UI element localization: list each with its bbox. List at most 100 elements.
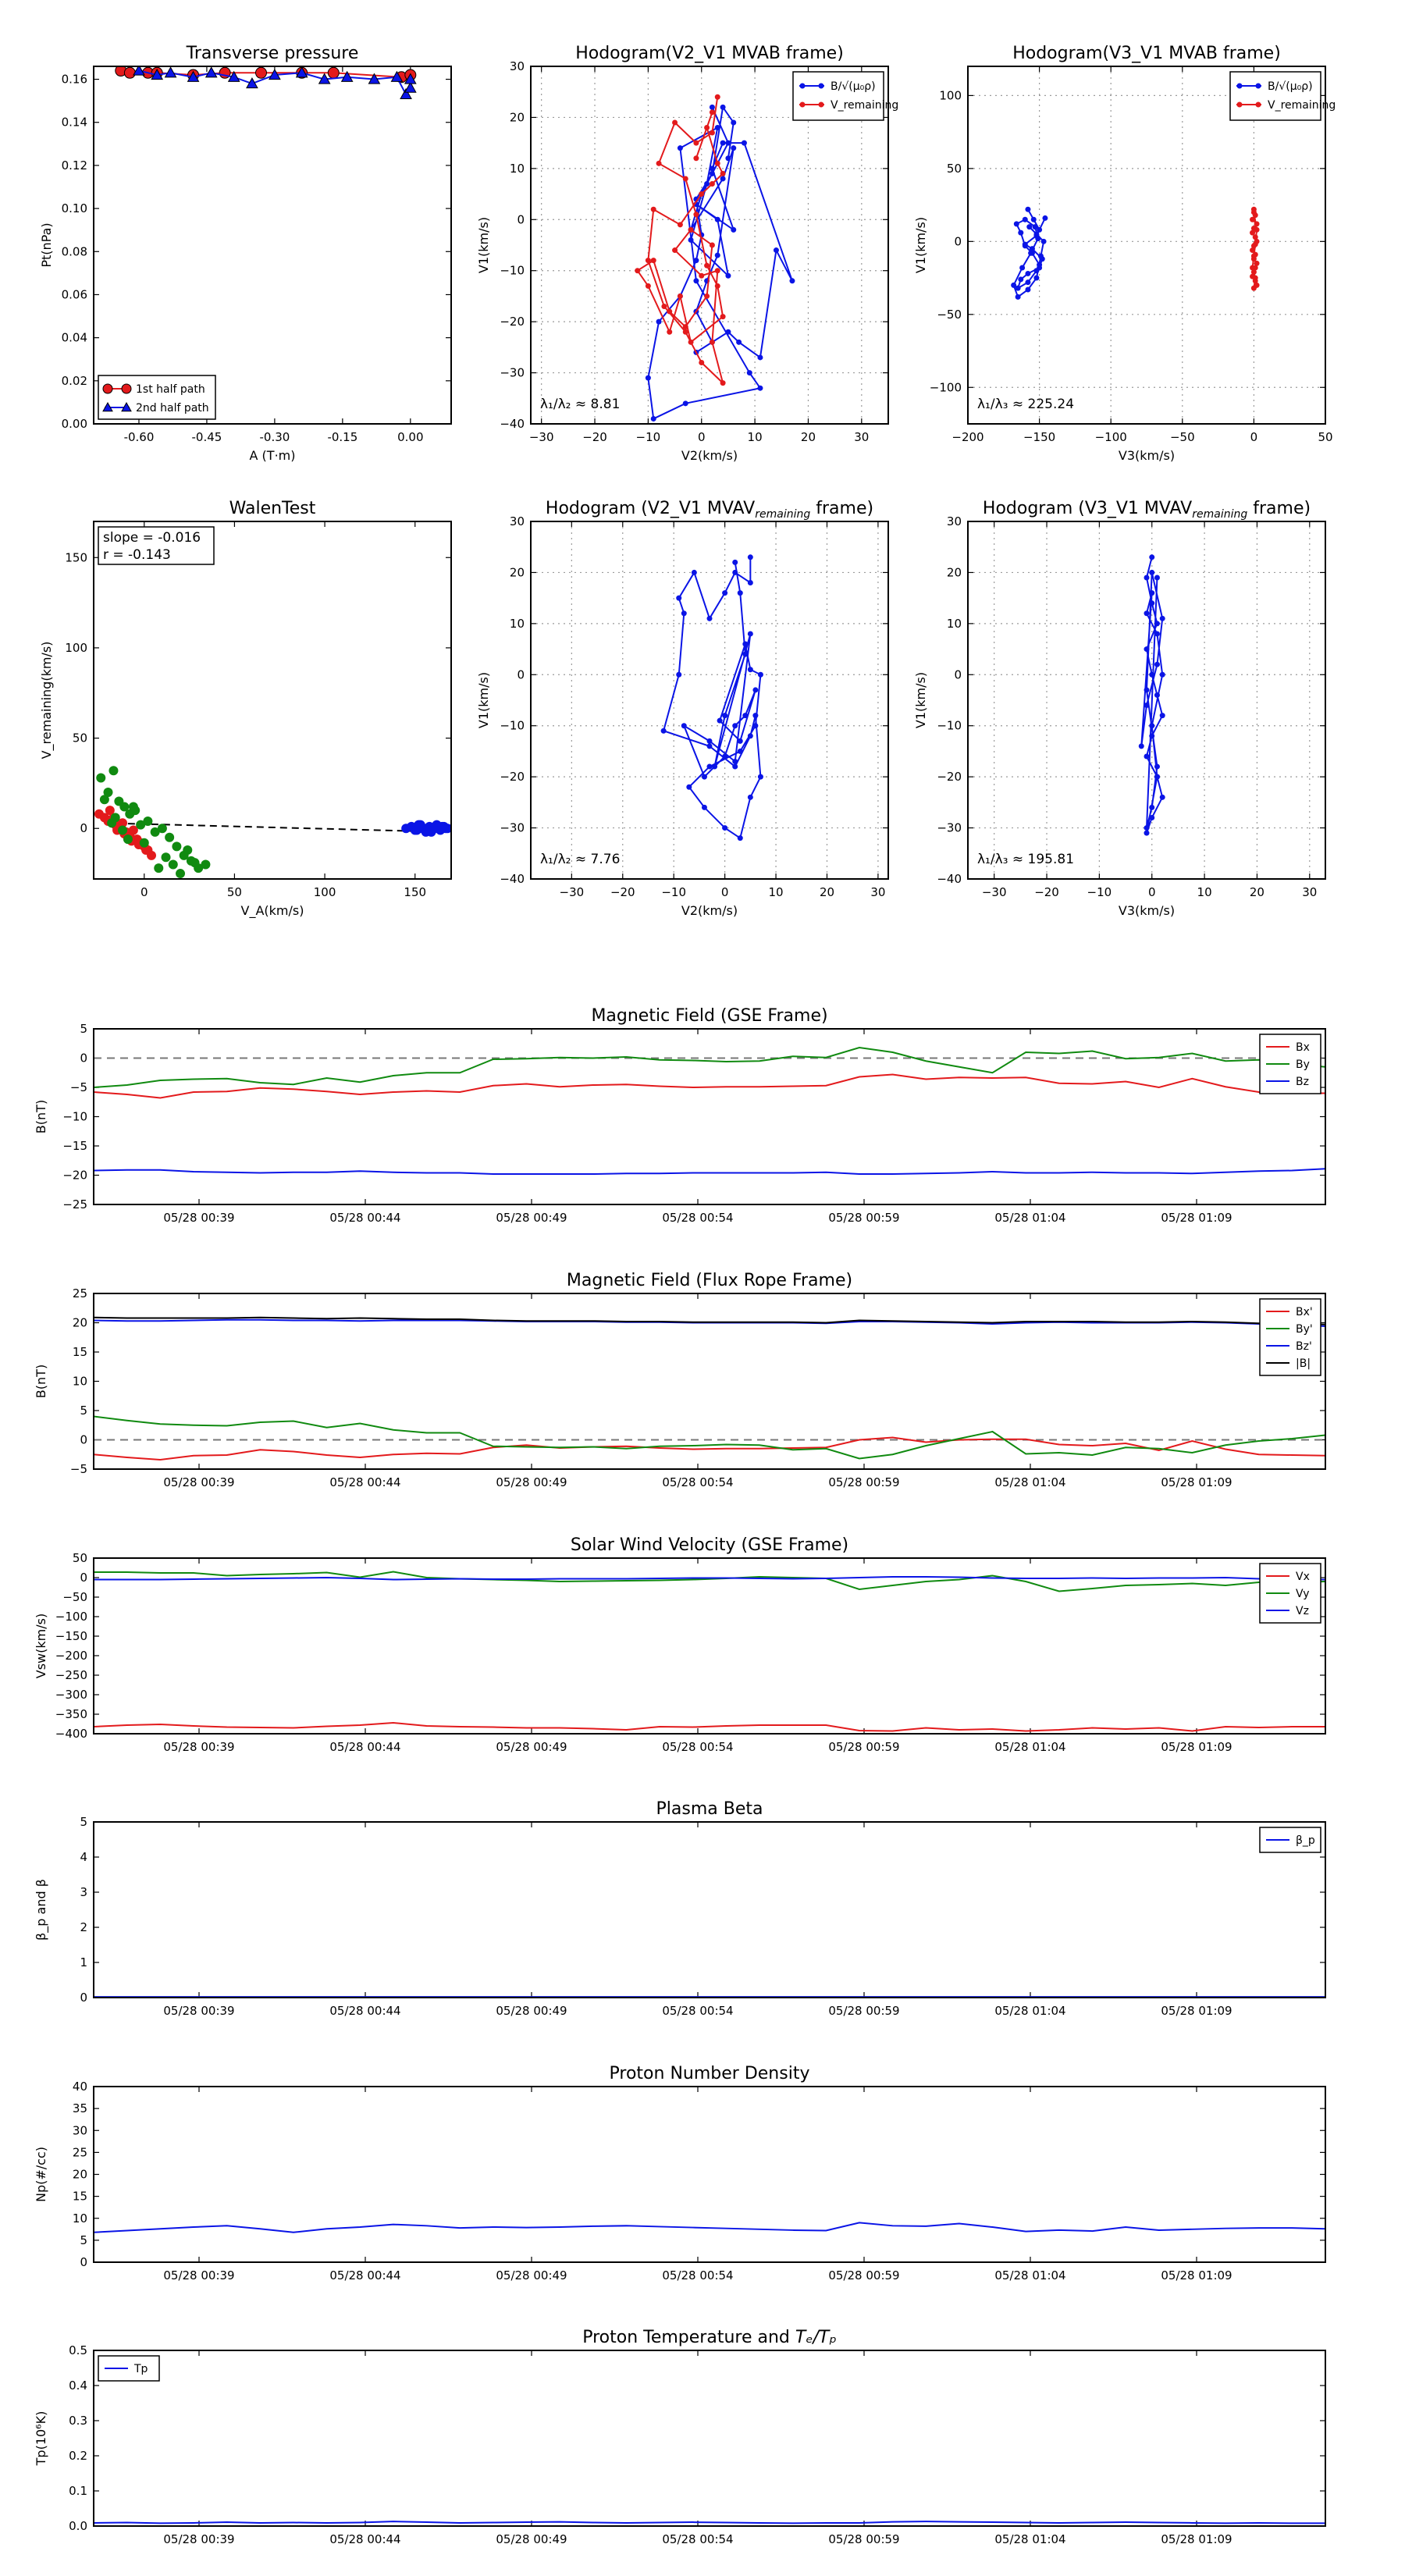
data-point: [725, 140, 731, 146]
y-tick-label: 0: [80, 1433, 87, 1447]
data-point: [1154, 575, 1160, 581]
legend-label: Vz: [1296, 1605, 1309, 1617]
legend-marker: [102, 383, 113, 394]
y-axis-label: V1(km/s): [913, 672, 928, 728]
series-b-: [1011, 206, 1048, 300]
x-tick-label: 05/28 00:39: [163, 1475, 234, 1489]
x-tick-label: 05/28 00:49: [496, 2532, 567, 2546]
x-tick-label: −30: [529, 430, 554, 444]
data-point: [437, 821, 447, 831]
y-tick-label: 0.02: [62, 374, 87, 388]
legend-marker: [121, 401, 132, 412]
y-tick-label: 0.10: [62, 201, 87, 215]
data-point: [96, 773, 106, 783]
data-point: [1149, 590, 1155, 596]
data-point: [712, 763, 718, 770]
data-point: [1138, 743, 1144, 749]
x-tick-label: -0.30: [259, 430, 290, 444]
legend: β_p: [1259, 1827, 1321, 1853]
plot-frame: [93, 1293, 1326, 1470]
data-point: [1149, 723, 1155, 729]
legend-label: |B|: [1296, 1357, 1311, 1370]
y-tick-label: 5: [80, 1815, 87, 1829]
x-tick-label: 05/28 01:09: [1161, 1475, 1232, 1489]
legend: Vx Vy Vz: [1259, 1563, 1321, 1624]
x-tick-label: 0: [721, 885, 729, 899]
y-tick-label: 10: [73, 2211, 87, 2226]
y-tick-label: 0.5: [69, 2343, 87, 2357]
x-tick-label: 05/28 00:44: [329, 1740, 400, 1754]
x-axis-label: V2(km/s): [681, 903, 738, 918]
y-axis-label: β_p and β: [34, 1879, 49, 1941]
data-point: [709, 109, 715, 116]
data-point: [246, 77, 258, 89]
plot-frame: [93, 1028, 1326, 1205]
y-tick-label: −25: [62, 1197, 87, 1212]
x-tick-label: 05/28 00:59: [828, 2268, 899, 2282]
plot-frame: [967, 521, 1326, 880]
data-point: [1154, 631, 1160, 637]
data-point: [731, 226, 737, 233]
data-point: [1011, 282, 1017, 288]
x-tick-label: 10: [769, 885, 784, 899]
data-point: [720, 176, 726, 182]
data-point: [714, 216, 720, 222]
x-tick-label: 150: [404, 885, 426, 899]
data-point: [422, 825, 432, 835]
x-tick-label: 05/28 01:04: [994, 2268, 1065, 2282]
legend-label: Bx': [1296, 1306, 1313, 1318]
data-point: [1250, 216, 1256, 222]
series-line-tp: [94, 2521, 1325, 2524]
x-tick-label: 05/28 00:44: [329, 2268, 400, 2282]
x-tick-label: 05/28 00:44: [329, 2004, 400, 2018]
series-2nd-half-path: [133, 66, 417, 99]
data-point: [693, 258, 699, 264]
annotation-box: [98, 526, 215, 565]
data-point: [151, 69, 164, 80]
data-point: [1015, 285, 1021, 291]
title-end: frame): [1247, 499, 1311, 518]
data-point: [706, 738, 713, 744]
legend-label: Bz: [1296, 1076, 1309, 1088]
data-point: [709, 170, 715, 176]
series-blue: [401, 820, 451, 837]
plot-area: [94, 2222, 1325, 2233]
x-tick-label: 05/28 00:39: [163, 1211, 234, 1225]
data-point: [105, 806, 115, 816]
x-axis-label: V2(km/s): [681, 448, 738, 463]
x-tick-label: -0.15: [327, 430, 357, 444]
y-axis-label: Vsw(km/s): [34, 1614, 48, 1678]
data-point: [1254, 260, 1260, 266]
x-tick-label: 30: [1302, 885, 1317, 899]
y-tick-label: −40: [937, 872, 962, 886]
x-tick-label: −30: [982, 885, 1007, 899]
data-point: [103, 787, 113, 797]
data-point: [635, 268, 641, 274]
plot-frame: [93, 1821, 1326, 1998]
data-point: [714, 125, 720, 131]
data-point: [1032, 224, 1038, 230]
plot-area: [94, 2521, 1325, 2524]
grid: [531, 521, 888, 880]
legend-marker: [818, 83, 824, 89]
x-tick-label: −150: [1023, 430, 1055, 444]
plot-area: [94, 1571, 1325, 1732]
data-point: [1022, 243, 1028, 249]
data-point: [295, 66, 308, 78]
data-point: [1033, 275, 1040, 281]
data-point: [688, 339, 694, 345]
legend: Tp: [98, 2355, 160, 2382]
data-point: [737, 590, 743, 596]
y-tick-label: 30: [73, 2123, 87, 2137]
chart-mag_gse: −25 −20 −15 −10 −5 0 5 05/28 00:39 05/28 00:44 05…: [34, 1006, 1326, 1225]
data-point: [1250, 269, 1257, 276]
data-point: [1013, 221, 1019, 227]
x-tick-label: 05/28 01:09: [1161, 1740, 1232, 1754]
y-axis-label: V1(km/s): [476, 672, 491, 728]
chart-title: Hodogram(V2_V1 MVAB frame): [575, 44, 844, 63]
plot-frame: [93, 2086, 1326, 2263]
x-tick-label: 05/28 00:59: [828, 1740, 899, 1754]
data-point: [676, 671, 682, 678]
data-point: [701, 804, 707, 810]
data-point: [714, 283, 720, 289]
